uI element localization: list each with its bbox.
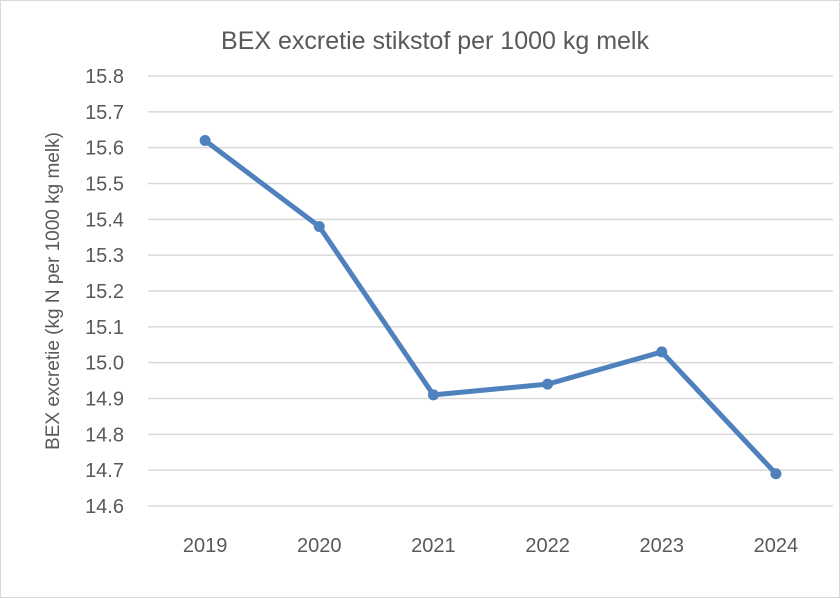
x-tick-label: 2021 [411, 535, 456, 557]
y-tick-label: 15.1 [85, 317, 124, 339]
y-tick-label: 15.4 [85, 209, 124, 231]
data-point-marker [199, 135, 211, 146]
chart-title: BEX excretie stikstof per 1000 kg melk [221, 27, 649, 55]
x-tick-label: 2023 [640, 535, 685, 557]
y-tick-label: 15.7 [85, 102, 124, 124]
y-tick-label: 14.9 [85, 389, 124, 411]
y-tick-label: 14.8 [85, 424, 124, 446]
y-tick-label: 15.8 [85, 66, 124, 88]
x-tick-label: 2022 [525, 535, 570, 557]
y-tick-label: 15.0 [85, 353, 124, 375]
y-tick-label: 15.6 [85, 138, 124, 160]
data-point-marker [656, 346, 668, 358]
data-point-marker [313, 221, 325, 232]
x-tick-label: 2019 [183, 535, 228, 557]
y-tick-label: 15.3 [85, 245, 124, 267]
series-line [203, 138, 778, 476]
y-tick-label: 14.6 [85, 496, 124, 518]
y-tick-label: 15.5 [85, 174, 124, 196]
y-tick-label: 15.2 [85, 281, 124, 303]
y-tick-label: 14.7 [85, 460, 124, 482]
x-tick-label: 2024 [754, 535, 799, 557]
data-point-marker [770, 468, 782, 480]
data-point-marker [542, 378, 554, 390]
data-point-marker [427, 389, 439, 401]
x-tick-label: 2020 [297, 535, 342, 557]
